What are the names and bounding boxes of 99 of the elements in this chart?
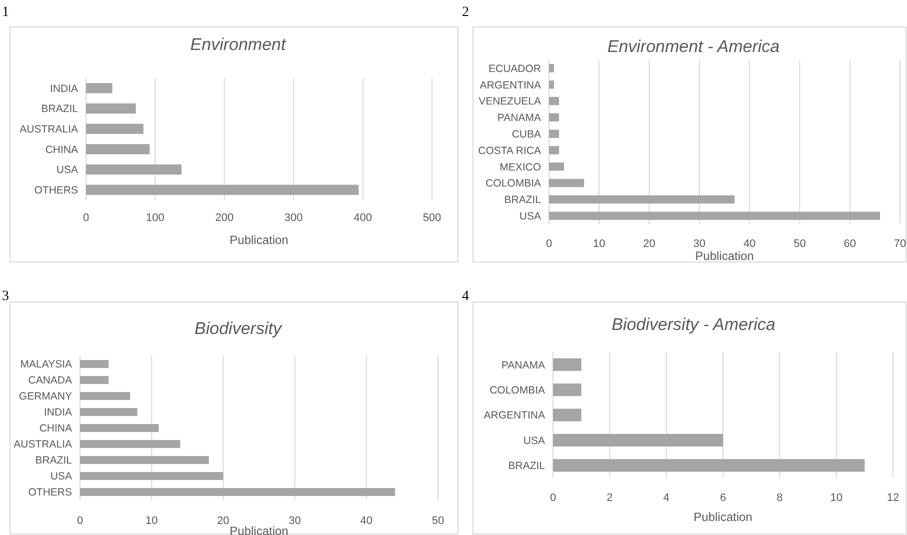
x-tick-label: 40	[743, 238, 756, 250]
x-tick-label: 10	[145, 514, 158, 527]
bar	[80, 424, 159, 432]
text: 2	[462, 5, 469, 20]
y-tick-label: MALAYSIA	[20, 358, 72, 371]
y-tick-label: GERMANY	[18, 390, 72, 403]
x-tick-label: 60	[844, 238, 856, 250]
x-tick-label: 50	[432, 514, 444, 527]
y-tick-label: CHINA	[45, 144, 78, 156]
x-tick-label: 20	[217, 514, 230, 527]
y-tick-label: INDIA	[44, 406, 72, 419]
x-tick-label: 6	[720, 492, 726, 504]
bar	[86, 184, 359, 195]
bar	[553, 434, 723, 446]
chart-title: Biodiversity - America	[612, 315, 776, 334]
x-tick-label: 100	[146, 212, 164, 224]
bar	[86, 124, 144, 134]
bar	[549, 146, 560, 154]
y-tick-label: BRAZIL	[508, 460, 546, 472]
y-tick-label: CUBA	[512, 128, 541, 140]
x-tick-label: 20	[643, 238, 656, 250]
y-tick-label: BRAZIL	[41, 103, 78, 116]
x-tick-label: 30	[288, 514, 301, 527]
x-tick-label: 30	[693, 238, 706, 250]
bar	[80, 440, 180, 448]
x-tick-label: 0	[82, 212, 90, 224]
x-tick-label: 10	[830, 492, 842, 504]
y-tick-label: MEXICO	[500, 161, 541, 174]
y-tick-label: ECUADOR	[488, 62, 542, 75]
y-tick-label: VENEZUELA	[478, 96, 541, 108]
chart-title: Environment	[190, 35, 287, 54]
y-tick-label: PANAMA	[501, 359, 545, 372]
y-tick-label: OTHERS	[34, 184, 78, 197]
y-tick-label: USA	[519, 210, 541, 222]
text: 4	[462, 289, 469, 304]
y-tick-label: ARGENTINA	[480, 79, 541, 92]
bar	[549, 212, 880, 220]
y-tick-label: COLOMBIA	[486, 178, 541, 190]
x-tick-label: 4	[663, 492, 670, 504]
chart-title: Environment - America	[607, 37, 780, 56]
bar	[86, 103, 136, 114]
x-axis-title: Publication	[230, 524, 288, 535]
bar	[549, 178, 584, 188]
bar	[80, 360, 109, 368]
x-tick-label: 40	[360, 514, 373, 527]
bar	[553, 384, 582, 396]
x-tick-label: 0	[76, 514, 84, 527]
bar	[80, 456, 209, 464]
bar	[553, 459, 865, 472]
bar	[80, 376, 109, 384]
x-tick-label: 300	[284, 212, 303, 224]
bar	[86, 144, 150, 154]
bar	[549, 162, 564, 171]
y-tick-label: INDIA	[50, 82, 78, 95]
y-tick-label: COLOMBIA	[490, 384, 545, 396]
x-tick-label: 400	[354, 212, 372, 224]
x-tick-label: 500	[422, 212, 442, 224]
y-tick-label: OTHERS	[28, 486, 72, 499]
x-tick-label: 10	[593, 238, 606, 250]
bar	[549, 80, 554, 89]
x-axis-title: Publication	[695, 249, 754, 264]
bar	[80, 472, 224, 480]
x-tick-label: 70	[894, 238, 906, 250]
x-axis-title: Publication	[230, 233, 288, 248]
text: 3	[2, 289, 9, 304]
x-tick-label: 0	[546, 238, 552, 250]
chart-title: Biodiversity	[194, 319, 283, 338]
x-tick-label: 8	[776, 492, 783, 504]
y-tick-label: AUSTRALIA	[14, 438, 72, 451]
bar	[80, 408, 138, 416]
y-tick-label: BRAZIL	[35, 454, 72, 467]
x-axis-title: Publication	[694, 510, 752, 524]
y-tick-label: USA	[50, 470, 72, 483]
bar	[549, 64, 554, 72]
bar	[86, 164, 182, 175]
y-tick-label: USA	[523, 434, 545, 447]
x-tick-label: 200	[215, 212, 234, 224]
bar	[549, 130, 560, 138]
y-tick-label: USA	[56, 164, 78, 176]
x-tick-label: 50	[794, 238, 806, 250]
x-tick-label: 2	[606, 492, 613, 504]
y-tick-label: BRAZIL	[504, 194, 542, 206]
x-tick-label: 12	[886, 492, 900, 504]
bar	[549, 195, 735, 204]
bar	[553, 358, 582, 371]
y-tick-label: PANAMA	[497, 112, 541, 124]
y-tick-label: ARGENTINA	[484, 410, 545, 422]
y-tick-label: COSTA RICA	[478, 144, 541, 157]
y-tick-label: CHINA	[39, 422, 72, 435]
y-tick-label: CANADA	[28, 374, 72, 387]
x-tick-label: 0	[550, 492, 556, 504]
bar	[80, 488, 396, 496]
bar	[553, 408, 582, 422]
bar	[86, 83, 112, 94]
bar	[549, 113, 560, 122]
bar	[549, 96, 560, 106]
bar	[80, 392, 130, 400]
text: 1	[2, 5, 9, 20]
y-tick-label: AUSTRALIA	[20, 124, 78, 136]
